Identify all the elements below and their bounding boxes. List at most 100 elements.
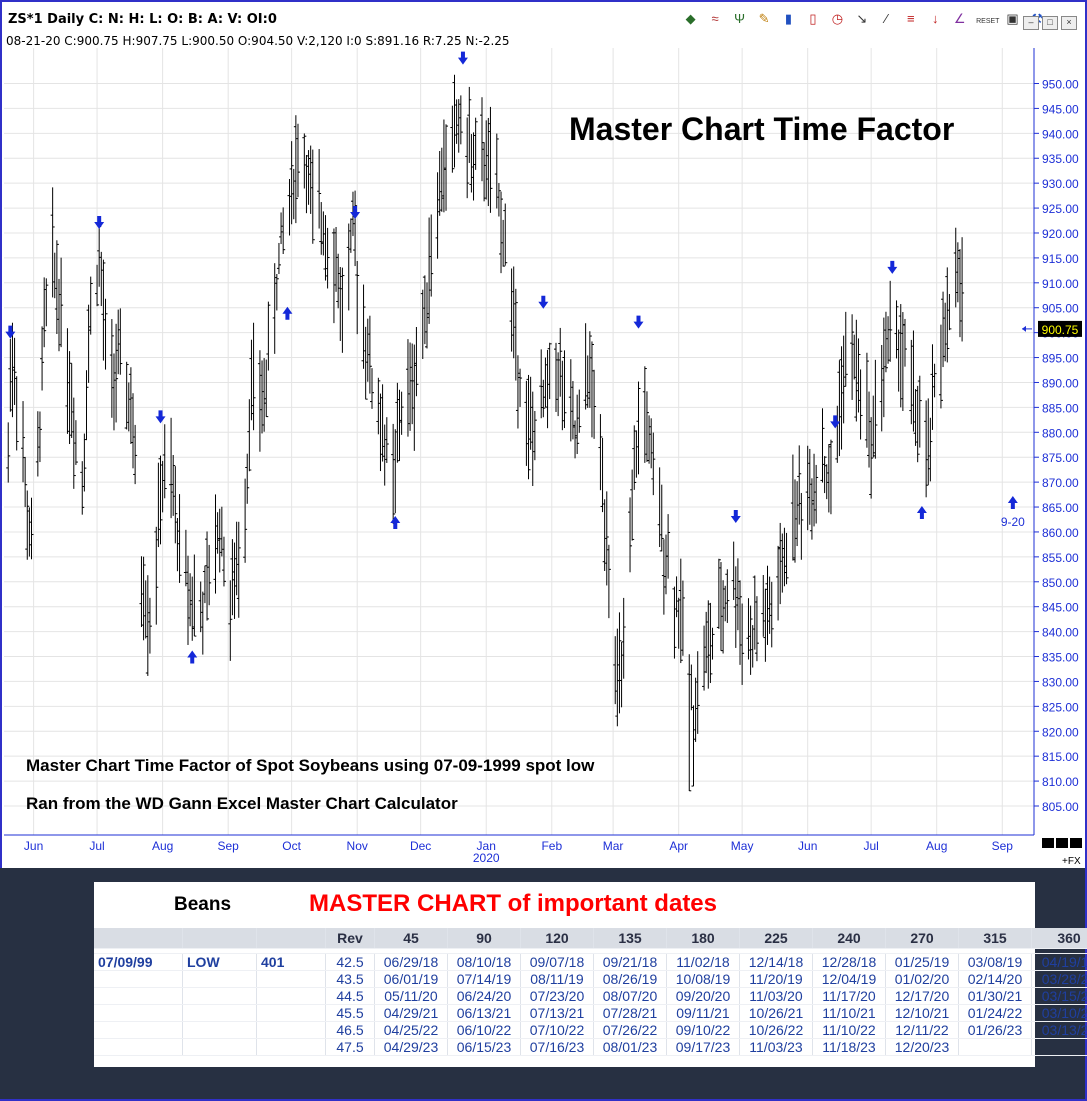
minimize-icon[interactable]: –: [1023, 16, 1039, 30]
reset-icon[interactable]: RESET: [976, 18, 1000, 25]
layers-icon[interactable]: ◆: [685, 11, 696, 26]
x-tick-label: Jan: [477, 839, 496, 853]
price-bar: [583, 323, 588, 410]
price-bar: [693, 677, 698, 742]
price-bar: [706, 600, 711, 689]
price-bar: [207, 544, 212, 606]
chart-grid: [4, 48, 1034, 835]
price-bar: [738, 580, 743, 665]
up-arrow-icon: [1007, 496, 1018, 510]
price-bar: [245, 453, 250, 504]
table-cell: [182, 970, 257, 988]
pencil-icon[interactable]: ✎: [758, 11, 770, 26]
price-bar: [80, 461, 85, 515]
price-bar: [397, 389, 402, 461]
y-tick-label: 810.00: [1042, 775, 1079, 789]
x-tick-sublabel: 2020: [473, 851, 500, 865]
table-cell: 11/20/19: [739, 970, 813, 988]
price-bar: [642, 366, 647, 463]
table-cell: 315: [958, 928, 1032, 949]
price-bar: [118, 308, 123, 375]
price-bar: [37, 411, 42, 463]
price-bar: [826, 444, 831, 513]
price-bar: [308, 145, 313, 214]
price-bar: [71, 397, 76, 489]
price-bar: [323, 215, 328, 281]
table-cell: [182, 1021, 257, 1039]
fan-icon[interactable]: ∠: [953, 11, 966, 26]
price-bar: [604, 491, 609, 586]
price-bar: [422, 275, 427, 345]
price-bar: [95, 264, 100, 307]
down-arrow-icon[interactable]: ↓: [931, 11, 939, 26]
price-bar: [101, 259, 106, 361]
table-cell: 270: [885, 928, 959, 949]
price-chart[interactable]: 9-20 805.00 810.00 815.00 820.00 825.00 830.0…: [0, 0, 1085, 868]
table-row: 46.5 04/25/22 06/10/22 07/10/22 07/26/22 09/1…: [94, 1021, 1087, 1039]
maximize-icon[interactable]: □: [1042, 16, 1058, 30]
x-tick-label: May: [731, 839, 754, 853]
table-cell: [182, 987, 257, 1005]
candle-icon[interactable]: ▯: [809, 11, 817, 26]
price-bar: [274, 274, 279, 311]
draw-icon[interactable]: ↘: [856, 11, 868, 26]
price-bar: [287, 179, 292, 236]
price-bar: [52, 252, 57, 299]
table-cell: 10/08/19: [666, 970, 740, 988]
price-bar: [116, 309, 121, 375]
price-bar: [854, 319, 859, 422]
price-bar: [691, 705, 696, 787]
table-cell: 11/02/18: [666, 953, 740, 971]
price-bar: [310, 149, 315, 244]
trendline-icon[interactable]: ∕: [885, 11, 888, 26]
table-cell: 47.5: [325, 1038, 375, 1056]
price-bar: [391, 423, 396, 524]
price-bar: [247, 399, 252, 472]
close-icon[interactable]: ×: [1061, 16, 1077, 30]
table-cell: 01/02/20: [885, 970, 959, 988]
price-bar: [82, 433, 87, 492]
price-bar: [613, 636, 618, 705]
table-cell: [256, 1004, 326, 1022]
table-cell: 07/10/22: [520, 1021, 594, 1039]
clock-icon[interactable]: ◷: [831, 11, 844, 26]
trash-icon[interactable]: ▣: [1006, 11, 1019, 26]
table-cell: LOW: [182, 953, 257, 971]
price-bar: [44, 278, 49, 327]
price-bar: [560, 360, 565, 431]
price-bar: [767, 576, 772, 634]
price-bar: [883, 311, 888, 373]
price-bar: [780, 533, 785, 593]
table-cell: [256, 1038, 326, 1056]
price-bar: [243, 478, 248, 563]
price-bar: [103, 298, 108, 370]
price-bar: [503, 203, 508, 266]
waves-icon[interactable]: ≈: [711, 11, 719, 26]
price-bar: [843, 311, 848, 387]
chart-big-title: Master Chart Time Factor: [569, 111, 955, 147]
price-bar: [765, 565, 770, 645]
down-arrow-icon: [94, 216, 105, 230]
price-bar: [752, 575, 757, 650]
price-bar: [900, 312, 905, 412]
price-bar: [841, 335, 846, 424]
price-bar: [266, 301, 271, 371]
pitchfork-icon[interactable]: Ψ: [734, 11, 745, 26]
price-bar: [592, 369, 597, 439]
table-cell: [94, 1021, 183, 1039]
table-row: 45.5 04/29/21 06/13/21 07/13/21 07/28/21 09/1…: [94, 1004, 1087, 1022]
price-bar: [380, 384, 385, 462]
table-cell: [94, 1004, 183, 1022]
price-bar: [911, 330, 916, 432]
price-bar: [575, 394, 580, 455]
table-cell: 07/26/22: [593, 1021, 667, 1039]
table-cell: [94, 928, 183, 949]
table-cell: 120: [520, 928, 594, 949]
table-cell: 360: [1031, 928, 1087, 949]
bar-chart-icon[interactable]: ▮: [784, 11, 793, 26]
fibonacci-icon[interactable]: ≡: [906, 11, 915, 26]
table-cell: 08/01/23: [593, 1038, 667, 1056]
price-bar: [515, 355, 520, 429]
beans-label: Beans: [174, 894, 232, 915]
price-bar: [439, 147, 444, 212]
